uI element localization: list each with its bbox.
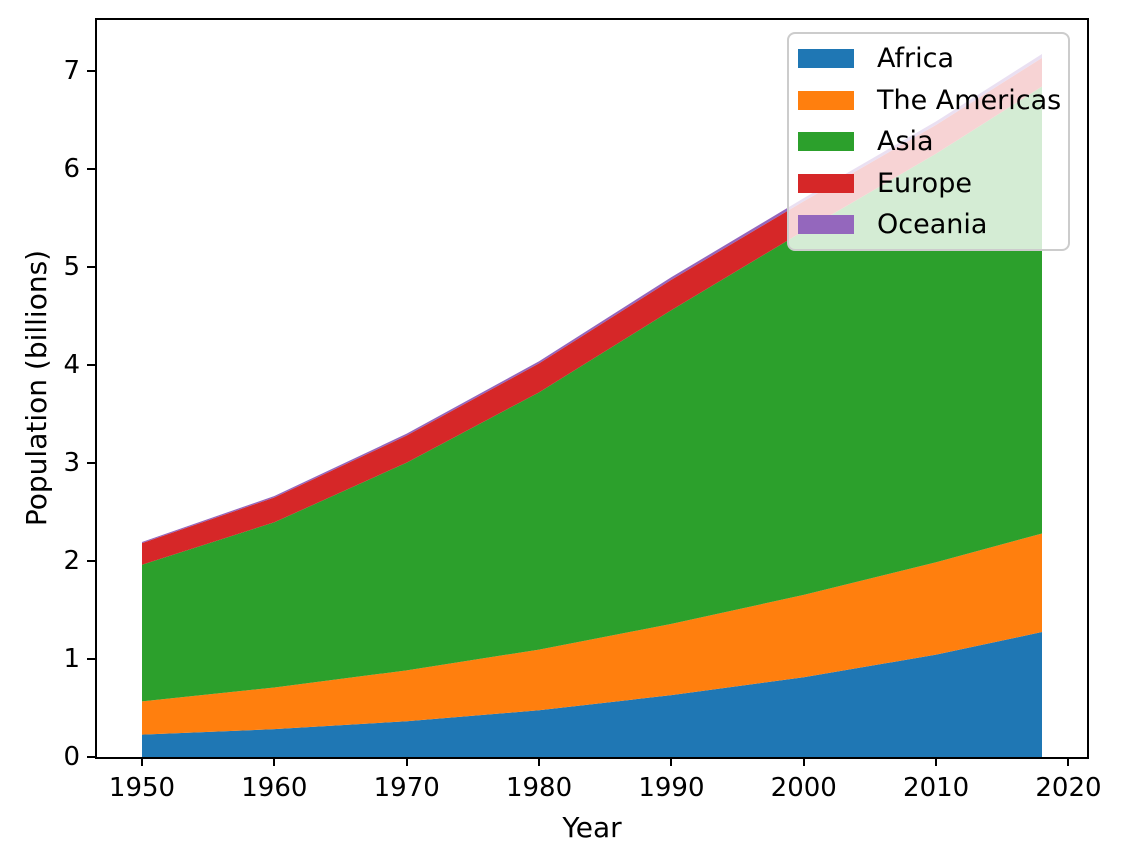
y-tick-label-3: 3 — [63, 447, 80, 478]
y-tick-label-5: 5 — [63, 251, 80, 282]
x-tick-label-1990: 1990 — [638, 773, 705, 803]
x-tick-1950 — [141, 757, 143, 766]
legend: Africa The Americas Asia Europe Oceania — [787, 32, 1070, 251]
legend-label-africa: Africa — [877, 43, 955, 74]
area-europe — [142, 57, 1042, 565]
area-africa — [142, 632, 1042, 757]
legend-swatch-europe — [798, 173, 854, 193]
x-tick-2020 — [1067, 757, 1070, 766]
legend-label-asia: Asia — [877, 126, 934, 157]
x-tick-label-2020: 2020 — [1035, 773, 1102, 803]
y-tick-label-1: 1 — [63, 643, 80, 674]
y-tick-0 — [87, 756, 96, 758]
y-tick-label-7: 7 — [63, 55, 80, 86]
x-tick-label-1960: 1960 — [241, 773, 308, 803]
y-tick-label-2: 2 — [63, 545, 80, 576]
x-tick-1980 — [538, 757, 541, 766]
legend-item-europe: Europe — [798, 162, 1068, 204]
x-tick-2010 — [935, 757, 938, 766]
x-axis-label: Year — [562, 811, 622, 844]
y-tick-3 — [87, 461, 96, 464]
y-tick-label-4: 4 — [63, 349, 80, 380]
y-tick-2 — [87, 559, 96, 562]
y-tick-5 — [87, 265, 96, 268]
x-tick-label-2010: 2010 — [903, 773, 970, 803]
legend-item-asia: Asia — [798, 121, 1068, 163]
y-tick-6 — [87, 167, 96, 170]
legend-label-oceania: Oceania — [877, 209, 988, 240]
legend-item-africa: Africa — [798, 38, 1068, 80]
x-tick-2000 — [802, 757, 805, 766]
y-tick-7 — [87, 69, 96, 72]
x-tick-label-1980: 1980 — [505, 773, 573, 803]
x-tick-1970 — [405, 757, 408, 766]
area-the-americas — [142, 533, 1042, 735]
x-tick-label-1970: 1970 — [373, 773, 440, 803]
x-tick-label-2000: 2000 — [770, 773, 837, 803]
x-tick-1990 — [670, 757, 673, 766]
y-tick-1 — [87, 657, 96, 660]
legend-item-the-americas: The Americas — [798, 79, 1068, 121]
y-tick-label-0: 0 — [63, 742, 80, 772]
plot-area: Africa The Americas Asia Europe Oceania — [95, 18, 1089, 759]
legend-swatch-oceania — [798, 215, 854, 234]
y-tick-4 — [87, 363, 96, 366]
legend-swatch-africa — [798, 49, 854, 68]
legend-swatch-asia — [798, 132, 854, 151]
legend-label-europe: Europe — [877, 167, 972, 199]
x-tick-label-1950: 1950 — [108, 773, 176, 803]
x-tick-1960 — [273, 757, 276, 766]
y-axis-label: Population (billions) — [20, 249, 53, 527]
y-tick-label-6: 6 — [63, 153, 80, 184]
legend-swatch-the-americas — [798, 90, 854, 110]
legend-item-oceania: Oceania — [798, 204, 1068, 246]
legend-label-the-americas: The Americas — [877, 84, 1062, 116]
